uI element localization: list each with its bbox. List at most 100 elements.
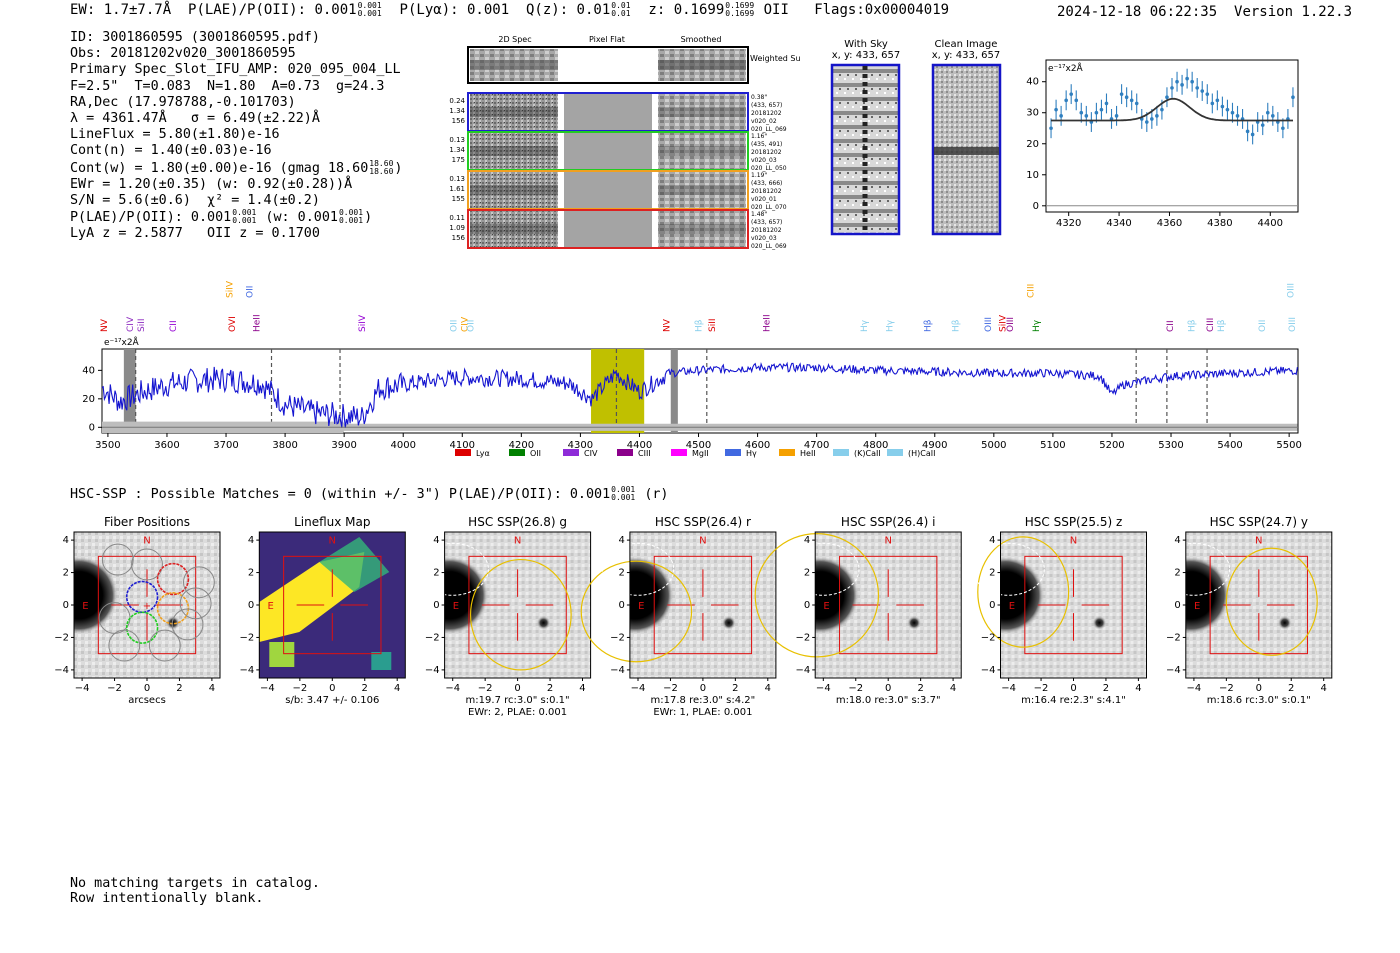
fiber-circle bbox=[171, 608, 204, 641]
imaging-panel-3: HSC SSP(26.8) g N E −4 −2 0 2 4 4 2 0 −2 −4 m:19.7 rc… bbox=[416, 515, 592, 718]
compact-source bbox=[721, 615, 736, 630]
panel-xtick-label: 0 bbox=[514, 683, 520, 694]
spectrum-ytick-label: 20 bbox=[82, 394, 95, 405]
emission-line-label: CIV bbox=[461, 316, 471, 332]
bright-source bbox=[74, 555, 119, 635]
cutout-2d-band bbox=[470, 146, 558, 156]
info-redshifts: LyA z = 2.5877 OII z = 0.1700 bbox=[70, 226, 320, 242]
panel-xtick-label: 0 bbox=[1070, 683, 1076, 694]
panel-xtick-label: 2 bbox=[547, 683, 553, 694]
emission-line-name: Hγ bbox=[860, 319, 870, 332]
spectrum-xtick-label: 4300 bbox=[568, 440, 593, 451]
fit-point bbox=[1175, 79, 1179, 84]
legend-label: CIV bbox=[584, 449, 598, 458]
cutout-left-stat: 156 bbox=[452, 234, 466, 242]
spectrum-xtick-label: 3600 bbox=[154, 440, 179, 451]
fit-ytick-label: 30 bbox=[1026, 108, 1039, 119]
panel-title: HSC SSP(24.7) y bbox=[1210, 515, 1308, 529]
cutout-right-info: 20181202 bbox=[751, 110, 782, 117]
panel-ytick-label: −2 bbox=[54, 632, 69, 643]
spectrum-xtick-label: 3500 bbox=[95, 440, 120, 451]
panel-xtick-label: 2 bbox=[1103, 683, 1109, 694]
footer-line-2: Row intentionally blank. bbox=[70, 891, 264, 906]
bright-source bbox=[1185, 555, 1231, 635]
cutout-left-stat: 1.34 bbox=[449, 146, 465, 154]
spectrum-xtick-label: 4400 bbox=[627, 440, 652, 451]
emission-line-name: CII bbox=[169, 320, 179, 332]
panel-ytick-label: 4 bbox=[619, 535, 625, 546]
north-marker: N bbox=[1255, 535, 1262, 546]
emission-line-name: CII bbox=[1166, 320, 1176, 332]
fit-point bbox=[1155, 114, 1159, 118]
cutout-left-stat: 1.09 bbox=[449, 224, 465, 232]
panel-xtick-label: 4 bbox=[1135, 683, 1141, 694]
compact-source bbox=[1092, 615, 1107, 630]
panel-xtick-label: 2 bbox=[362, 683, 368, 694]
fit-point bbox=[1250, 132, 1255, 137]
summary-header: EW: 1.7±7.7Å P(LAE)/P(OII): 0.0010.001 0.… bbox=[70, 2, 949, 19]
panel-title: HSC SSP(26.4) r bbox=[655, 515, 751, 529]
panel-ytick-label: −4 bbox=[610, 665, 625, 676]
fiber-circle bbox=[125, 611, 159, 644]
legend-entry: HeII bbox=[779, 449, 816, 458]
emission-line-label: Hβ bbox=[695, 319, 705, 332]
panel-ytick-label: −2 bbox=[610, 632, 625, 643]
legend-entry: MgII bbox=[671, 449, 709, 458]
emission-line-name: OVI bbox=[228, 316, 238, 332]
emission-line-label: SiII bbox=[137, 318, 147, 332]
emission-line-label: CII bbox=[1166, 320, 1176, 332]
panel-ytick-label: −4 bbox=[54, 665, 69, 676]
legend-entry: Lyα bbox=[455, 449, 490, 458]
emission-line-label: SiIV bbox=[999, 314, 1009, 332]
east-marker: E bbox=[1194, 601, 1200, 612]
cutout-left-stat: 0.11 bbox=[449, 214, 465, 222]
emission-line-name: Hβ bbox=[1217, 319, 1227, 332]
fiber-circle bbox=[156, 592, 190, 625]
fit-model-curve bbox=[1051, 97, 1293, 122]
cutout-right-info: (435, 491) bbox=[751, 141, 782, 148]
legend-label: (H)CaII bbox=[908, 449, 935, 458]
spectrum-xtick-label: 3700 bbox=[213, 440, 238, 451]
info-lineflux: LineFlux = 5.80(±1.80)e-16 bbox=[70, 127, 280, 143]
aperture-ellipse bbox=[754, 533, 880, 658]
line-fit-plot: e⁻¹⁷x2Å 4320 4340 4360 4380 4400 0 10 20 30 40 bbox=[1026, 59, 1299, 229]
panel-caption: m:18.0 re:3.0" s:3.7" bbox=[836, 695, 941, 706]
fit-point bbox=[1170, 86, 1174, 90]
fit-point bbox=[1134, 101, 1139, 106]
panel-ytick-label: 0 bbox=[619, 600, 625, 611]
fit-point bbox=[1265, 110, 1270, 115]
cutout-smoothed bbox=[658, 93, 746, 131]
emission-line-name: CIII bbox=[1026, 284, 1036, 298]
north-marker: N bbox=[143, 535, 150, 546]
fit-xtick-label: 4340 bbox=[1106, 218, 1131, 229]
fit-point bbox=[1195, 86, 1199, 90]
spectrum-xtick-label: 5300 bbox=[1158, 440, 1183, 451]
info-lambda: λ = 4361.47Å σ = 6.49(±2.22)Å bbox=[70, 111, 320, 127]
panel-xtick-label: −2 bbox=[848, 683, 863, 694]
aperture-ellipse bbox=[580, 560, 693, 663]
panel-xtick-label: −2 bbox=[1034, 683, 1049, 694]
fit-point bbox=[1064, 98, 1068, 103]
legend-label: Hγ bbox=[746, 449, 757, 458]
panel-title: Fiber Positions bbox=[104, 515, 190, 529]
emission-line-label: CII bbox=[169, 320, 179, 332]
fit-point bbox=[1069, 92, 1073, 96]
panel-xtick-label: 4 bbox=[579, 683, 585, 694]
cutout-right-info: 1.19" bbox=[751, 172, 767, 179]
emission-line-name: CIV bbox=[461, 316, 471, 332]
fit-xtick-label: 4360 bbox=[1157, 218, 1182, 229]
fiber-circle bbox=[179, 587, 212, 620]
legend-swatch bbox=[779, 449, 795, 456]
cutout-left-stat: 0.13 bbox=[449, 136, 465, 144]
detection-info: ID: 3001860595 (3001860595.pdf) Obs: 2018… bbox=[70, 30, 402, 243]
spectrum-xtick-label: 4900 bbox=[922, 440, 947, 451]
weighted-sum-label: Weighted Sum bbox=[750, 54, 800, 63]
timestamp-version: 2024-12-18 06:22:35 Version 1.22.3 bbox=[1057, 4, 1352, 20]
legend-swatch bbox=[617, 449, 633, 456]
panel-title: HSC SSP(25.5) z bbox=[1025, 515, 1123, 529]
info-obs: Obs: 20181202v020_3001860595 bbox=[70, 46, 296, 62]
fiber-circle bbox=[148, 629, 181, 662]
lineflux-blob bbox=[269, 642, 295, 667]
fit-point bbox=[1245, 129, 1250, 134]
